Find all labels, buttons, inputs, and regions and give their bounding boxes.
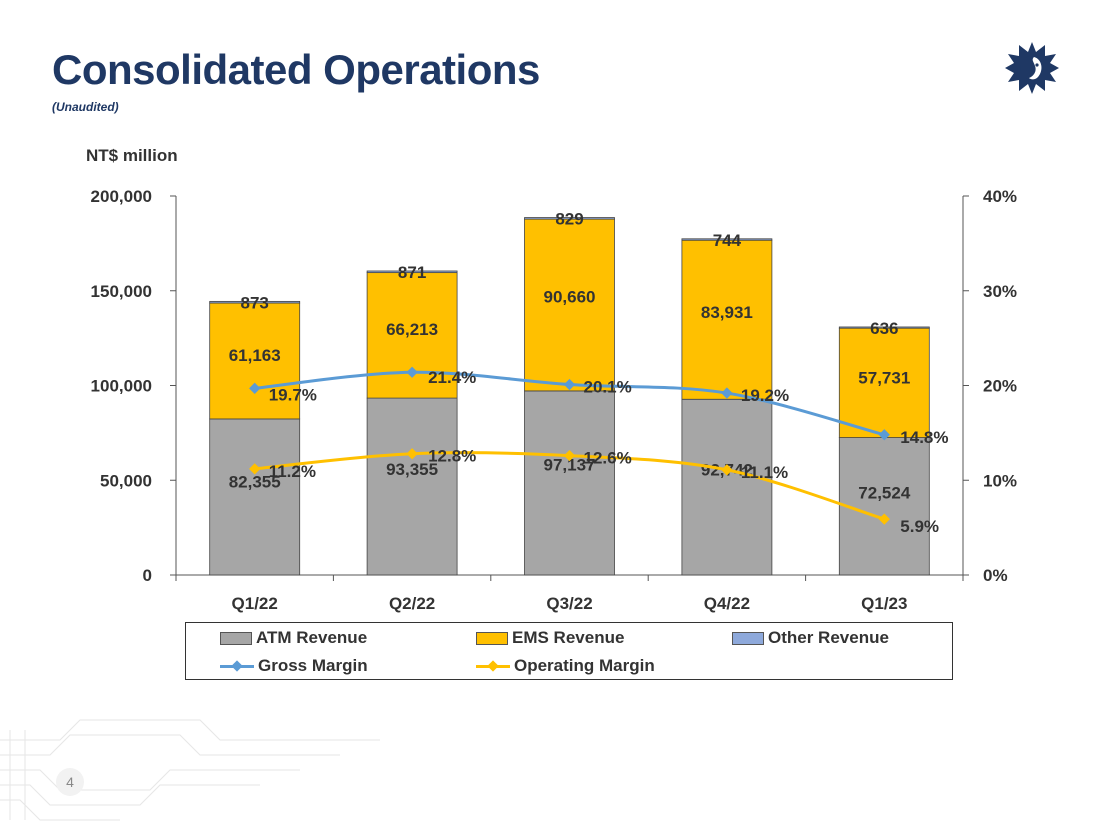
- operating-margin-point: [563, 449, 576, 462]
- legend-label-atm: ATM Revenue: [256, 628, 368, 647]
- legend-item-atm: ATM Revenue: [220, 627, 367, 649]
- ems-value-label: 61,163: [229, 346, 281, 365]
- bar-atm: [366, 397, 458, 576]
- operating-margin-label: 11.2%: [269, 462, 316, 481]
- page-number: 4: [56, 768, 84, 796]
- gross-margin-point: [878, 429, 890, 441]
- bar-atm: [838, 437, 930, 576]
- y-left-tick-label: 0: [143, 566, 152, 585]
- operating-margin-label: 12.6%: [584, 449, 632, 468]
- legend-label-gross: Gross Margin: [258, 656, 368, 675]
- legend-swatch-operating: [476, 659, 510, 672]
- bar-ems: [524, 218, 615, 392]
- gross-margin-point: [563, 378, 576, 391]
- ems-value-label: 66,213: [386, 320, 438, 339]
- bar-atm: [681, 398, 773, 576]
- legend-item-ems: EMS Revenue: [476, 627, 624, 649]
- other-value-label: 871: [398, 263, 426, 282]
- other-value-label: 873: [241, 293, 269, 312]
- gross-margin-point: [721, 387, 733, 399]
- bar-atm: [524, 390, 615, 576]
- page-subtitle: (Unaudited): [52, 100, 119, 114]
- gross-margin-point: [249, 382, 261, 394]
- y-right-tick-label: 0%: [983, 566, 1008, 585]
- bar-other: [209, 300, 301, 304]
- y-left-tick-label: 200,000: [91, 187, 152, 206]
- page-title: Consolidated Operations: [52, 46, 540, 93]
- y-right-tick-label: 10%: [983, 471, 1017, 490]
- atm-value-label: 93,355: [386, 460, 438, 479]
- company-logo-icon: [1005, 42, 1059, 94]
- other-value-label: 744: [713, 231, 742, 250]
- bar-other: [524, 217, 615, 220]
- bar-other: [838, 326, 930, 329]
- x-tick-label: Q1/22: [232, 594, 278, 613]
- operating-margin-point: [406, 448, 418, 460]
- y-right-tick-label: 20%: [983, 377, 1017, 396]
- bar-ems: [209, 302, 301, 420]
- chart-legend: ATM Revenue EMS Revenue Other Revenue Gr…: [185, 622, 953, 680]
- legend-label-other: Other Revenue: [768, 628, 889, 647]
- bar-ems: [681, 239, 773, 400]
- other-value-label: 829: [555, 210, 583, 229]
- gross-margin-label: 20.1%: [584, 378, 632, 397]
- circuit-decoration: [0, 719, 380, 821]
- atm-value-label: 82,355: [229, 472, 281, 491]
- operating-margin-point: [878, 513, 890, 525]
- legend-swatch-other: [732, 631, 764, 645]
- gross-margin-label: 21.4%: [428, 368, 476, 387]
- ems-value-label: 57,731: [858, 368, 910, 387]
- bar-atm: [209, 418, 301, 576]
- legend-swatch-ems: [476, 631, 508, 645]
- operating-margin-label: 5.9%: [900, 517, 939, 536]
- legend-label-operating: Operating Margin: [514, 656, 655, 675]
- operating-margin-label: 11.1%: [741, 463, 788, 482]
- legend-swatch-gross: [220, 659, 254, 672]
- atm-value-label: 72,524: [858, 484, 911, 503]
- legend-swatch-atm: [220, 631, 252, 645]
- ems-value-label: 90,660: [544, 287, 596, 306]
- y-left-tick-label: 50,000: [100, 471, 152, 490]
- unit-label: NT$ million: [86, 146, 178, 165]
- revenue-margin-chart: 0 50,000 100,000 150,000 200,000 0% 10% 20% 30% 4…: [91, 187, 1017, 613]
- operating-margin-point: [249, 463, 261, 475]
- x-tick-label: Q2/22: [389, 594, 435, 613]
- y-left-tick-label: 150,000: [91, 282, 152, 301]
- gross-margin-label: 19.7%: [269, 385, 317, 404]
- x-tick-label: Q4/22: [704, 594, 750, 613]
- bar-other: [366, 270, 458, 274]
- legend-label-ems: EMS Revenue: [512, 628, 625, 647]
- x-tick-label: Q3/22: [546, 594, 592, 613]
- gross-margin-point: [406, 366, 418, 378]
- gross-margin-label: 19.2%: [741, 386, 789, 405]
- bar-ems: [838, 327, 930, 438]
- x-tick-label: Q1/23: [861, 594, 907, 613]
- bar-other: [681, 238, 773, 241]
- legend-item-operating: Operating Margin: [476, 655, 655, 677]
- operating-margin-label: 12.8%: [428, 447, 476, 466]
- legend-item-other: Other Revenue: [732, 627, 889, 649]
- gross-margin-label: 14.8%: [900, 428, 948, 447]
- y-left-tick-label: 100,000: [91, 377, 152, 396]
- y-right-tick-label: 30%: [983, 282, 1017, 301]
- legend-item-gross: Gross Margin: [220, 655, 368, 677]
- other-value-label: 636: [870, 319, 898, 338]
- ems-value-label: 83,931: [701, 303, 753, 322]
- atm-value-label: 97,137: [544, 456, 596, 475]
- operating-margin-point: [721, 464, 733, 476]
- y-right-tick-label: 40%: [983, 187, 1017, 206]
